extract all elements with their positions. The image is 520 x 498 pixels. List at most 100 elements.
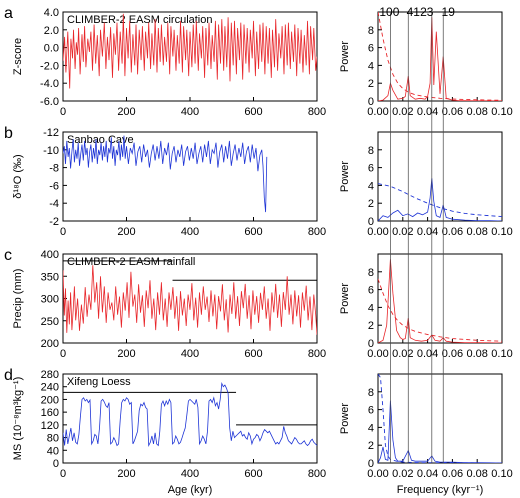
x-tick-label: 0.06: [442, 348, 463, 360]
y-tick-label: 4: [368, 302, 374, 314]
x-tick-label: 600: [244, 106, 262, 118]
y-tick-label: 8: [368, 145, 374, 157]
y-tick-label: 160: [41, 407, 59, 419]
y-tick-label: 2.0: [44, 25, 59, 37]
y-tick-label: 240: [41, 382, 59, 394]
y-tick-label: 0: [368, 458, 374, 470]
x-tick-label: 800: [308, 348, 326, 360]
x-tick-label: 200: [117, 106, 135, 118]
x-tick-label: 800: [308, 468, 326, 480]
x-tick-label: 0.00: [367, 226, 388, 238]
y-tick-label: 2: [368, 78, 374, 90]
y-tick-label: 200: [41, 394, 59, 406]
x-tick-label: 0.10: [491, 226, 512, 238]
x-tick-label: 600: [244, 348, 262, 360]
y-tick-label: 2: [368, 320, 374, 332]
spectrum-panel-7: 0.00 0.02 0.04 0.06 0.08 0.10 8 6 4 2 0 Power Freque…: [339, 373, 513, 496]
confidence-curve: [378, 374, 502, 463]
x-tick-label: 400: [181, 468, 199, 480]
x-tick-label: 0.08: [466, 348, 487, 360]
y-tick-label: 250: [41, 316, 59, 328]
y-tick-label: -12: [43, 127, 59, 139]
y-tick-label: 350: [41, 271, 59, 283]
panel-letter: a: [4, 5, 13, 22]
x-tick-label: 0.00: [367, 468, 388, 480]
y-axis-label: Power: [339, 403, 351, 435]
x-tick-label: 0.04: [417, 106, 438, 118]
y-tick-label: 6: [368, 43, 374, 55]
y-tick-label: 6: [368, 163, 374, 175]
y-tick-label: 4: [368, 60, 374, 72]
panel-title: Xifeng Loess: [67, 376, 131, 388]
y-tick-label: 300: [41, 294, 59, 306]
y-tick-label: 2: [368, 440, 374, 452]
time-series-panel-1: 0 200 400 600 800 -12 -10 -8 -6 -4 -2 δ¹⁸O (‰) Sanba…: [4, 125, 326, 238]
y-tick-label: 6: [368, 405, 374, 417]
x-tick-label: 200: [117, 226, 135, 238]
series-line: [378, 178, 502, 221]
x-tick-label: 400: [181, 348, 199, 360]
y-tick-label: 280: [41, 369, 59, 381]
x-tick-label: 800: [308, 106, 326, 118]
x-axis-label: Frequency (kyr⁻¹): [397, 484, 484, 496]
x-tick-label: 0.02: [392, 106, 413, 118]
y-tick-label: -8: [49, 163, 59, 175]
period-label: 41: [407, 5, 421, 19]
series-line: [378, 400, 502, 463]
y-tick-label: 0: [368, 216, 374, 228]
spectrum-panel-6: 0.00 0.02 0.04 0.06 0.08 0.10 8 6 4 2 0 Power: [339, 253, 513, 360]
series-line: [63, 135, 268, 213]
y-axis-label: MS (10⁻⁸m³kg⁻¹): [12, 377, 24, 460]
y-axis-label: Power: [339, 283, 351, 315]
y-tick-label: -4.0: [40, 78, 59, 90]
x-tick-label: 600: [244, 226, 262, 238]
plot-frame: [377, 11, 503, 102]
spectrum-panel-5: 0.00 0.02 0.04 0.06 0.08 0.10 8 6 4 2 0 Power: [339, 131, 513, 238]
y-tick-label: 2: [368, 198, 374, 210]
plot-frame: [377, 373, 503, 464]
x-tick-label: 0.06: [442, 106, 463, 118]
x-tick-label: 0.08: [466, 226, 487, 238]
x-tick-label: 0: [60, 226, 66, 238]
period-label: 19: [442, 5, 456, 19]
panel-letter: c: [4, 247, 12, 264]
confidence-curve: [378, 12, 502, 101]
x-tick-label: 0: [60, 106, 66, 118]
y-tick-label: -6.0: [40, 96, 59, 108]
period-label: 100: [379, 5, 399, 19]
y-tick-label: -2: [49, 216, 59, 228]
y-tick-label: 0.0: [44, 43, 59, 55]
series-line: [378, 259, 502, 343]
period-label: 23: [420, 5, 434, 19]
y-axis-label: Power: [339, 161, 351, 193]
x-tick-label: 200: [117, 348, 135, 360]
time-series-panel-0: 0 200 400 600 800 4.0 2.0 0.0 -2.0 -4.0 -6.0 Z-scor…: [4, 5, 326, 118]
y-tick-label: -4: [49, 198, 59, 210]
series-line: [63, 265, 317, 335]
panel-title: CLIMBER-2 EASM circulation: [67, 14, 213, 26]
y-axis-label: Power: [339, 41, 351, 73]
plot-frame: [377, 131, 503, 222]
x-tick-label: 200: [117, 468, 135, 480]
x-tick-label: 0.10: [491, 468, 512, 480]
x-tick-label: 0.08: [466, 106, 487, 118]
y-tick-label: 4.0: [44, 7, 59, 19]
confidence-curve: [378, 183, 502, 218]
y-axis-label: Precip (mm): [12, 269, 24, 329]
panel-letter: d: [4, 367, 13, 384]
x-tick-label: 0: [60, 468, 66, 480]
x-tick-label: 0.10: [491, 348, 512, 360]
panel-title: Sanbao Cave: [67, 134, 134, 146]
y-tick-label: 200: [41, 338, 59, 350]
series-line: [63, 382, 317, 448]
x-tick-label: 600: [244, 468, 262, 480]
y-axis-label: Z-score: [12, 38, 24, 75]
y-tick-label: 0: [368, 96, 374, 108]
x-tick-label: 0.06: [442, 226, 463, 238]
y-tick-label: 8: [368, 387, 374, 399]
x-tick-label: 400: [181, 106, 199, 118]
x-tick-label: 0.06: [442, 468, 463, 480]
